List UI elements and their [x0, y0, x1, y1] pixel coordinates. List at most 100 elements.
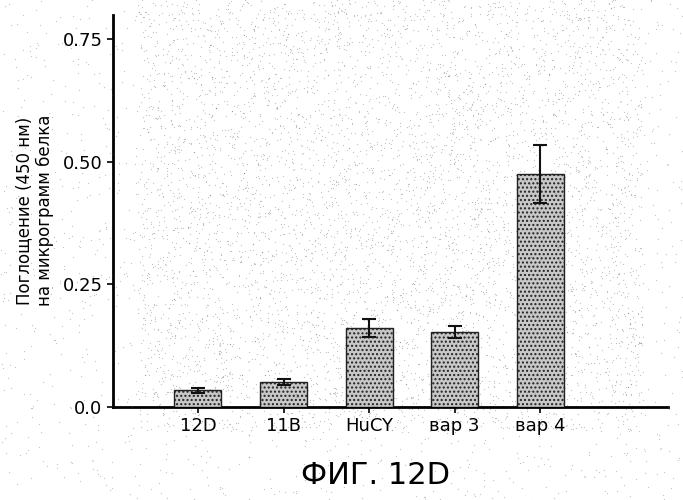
Point	[313, 156, 324, 164]
Point	[505, 289, 516, 297]
Point	[141, 270, 152, 278]
Point	[443, 0, 454, 4]
Point	[551, 374, 562, 382]
Point	[341, 210, 352, 218]
Point	[318, 97, 329, 105]
Point	[445, 63, 456, 71]
Point	[631, 377, 642, 385]
Point	[204, 68, 214, 76]
Point	[236, 112, 247, 120]
Point	[300, 224, 311, 232]
Point	[367, 166, 378, 174]
Point	[563, 391, 574, 399]
Point	[516, 408, 527, 416]
Point	[464, 144, 475, 152]
Point	[64, 306, 74, 314]
Point	[340, 185, 351, 193]
Point	[333, 120, 344, 128]
Point	[140, 444, 151, 452]
Point	[130, 228, 141, 236]
Point	[160, 124, 171, 132]
Point	[535, 202, 546, 209]
Point	[335, 410, 346, 418]
Point	[384, 242, 395, 250]
Point	[40, 28, 51, 36]
Point	[143, 235, 154, 243]
Point	[217, 38, 228, 46]
Point	[72, 164, 83, 172]
Point	[548, 270, 559, 278]
Point	[528, 17, 539, 25]
Point	[111, 42, 122, 50]
Point	[517, 152, 528, 160]
Point	[522, 466, 533, 473]
Point	[184, 173, 195, 181]
Point	[543, 187, 554, 195]
Point	[217, 18, 227, 25]
Point	[305, 334, 316, 342]
Point	[396, 406, 407, 414]
Point	[602, 410, 613, 418]
Point	[596, 297, 607, 305]
Point	[553, 153, 564, 161]
Point	[607, 314, 617, 322]
Point	[294, 274, 305, 281]
Point	[119, 258, 130, 266]
Point	[326, 256, 337, 264]
Point	[421, 143, 432, 151]
Point	[477, 264, 488, 272]
Point	[505, 100, 516, 108]
Point	[263, 88, 274, 96]
Point	[158, 405, 169, 413]
Point	[384, 26, 395, 34]
Point	[527, 90, 538, 98]
Point	[428, 192, 439, 200]
Point	[584, 350, 595, 358]
Point	[592, 8, 603, 16]
Point	[165, 371, 176, 379]
Point	[248, 25, 259, 33]
Point	[309, 0, 320, 6]
Point	[421, 238, 432, 246]
Point	[589, 334, 600, 342]
Point	[619, 3, 630, 11]
Point	[630, 106, 641, 114]
Point	[352, 371, 363, 379]
Point	[142, 330, 153, 338]
Point	[516, 60, 527, 68]
Point	[438, 298, 449, 306]
Point	[502, 412, 513, 420]
Point	[434, 235, 445, 243]
Point	[200, 238, 211, 246]
Point	[479, 469, 490, 477]
Point	[456, 324, 467, 332]
Point	[604, 24, 615, 32]
Point	[540, 100, 550, 108]
Point	[518, 326, 529, 334]
Point	[527, 302, 538, 310]
Point	[257, 134, 268, 141]
Point	[261, 176, 272, 184]
Point	[266, 310, 277, 318]
Point	[322, 9, 333, 17]
Point	[539, 202, 550, 210]
Point	[18, 355, 29, 363]
Point	[476, 168, 487, 176]
Point	[362, 42, 373, 50]
Point	[326, 270, 337, 278]
Point	[282, 9, 293, 17]
Point	[634, 160, 645, 168]
Point	[266, 228, 277, 235]
Point	[179, 137, 190, 145]
Point	[438, 188, 449, 196]
Point	[232, 203, 242, 211]
Point	[306, 257, 317, 265]
Point	[625, 391, 636, 399]
Point	[237, 380, 248, 388]
Point	[372, 118, 383, 126]
Point	[325, 488, 336, 496]
Point	[359, 188, 370, 196]
Point	[217, 273, 228, 281]
Point	[344, 165, 355, 173]
Point	[337, 58, 348, 66]
